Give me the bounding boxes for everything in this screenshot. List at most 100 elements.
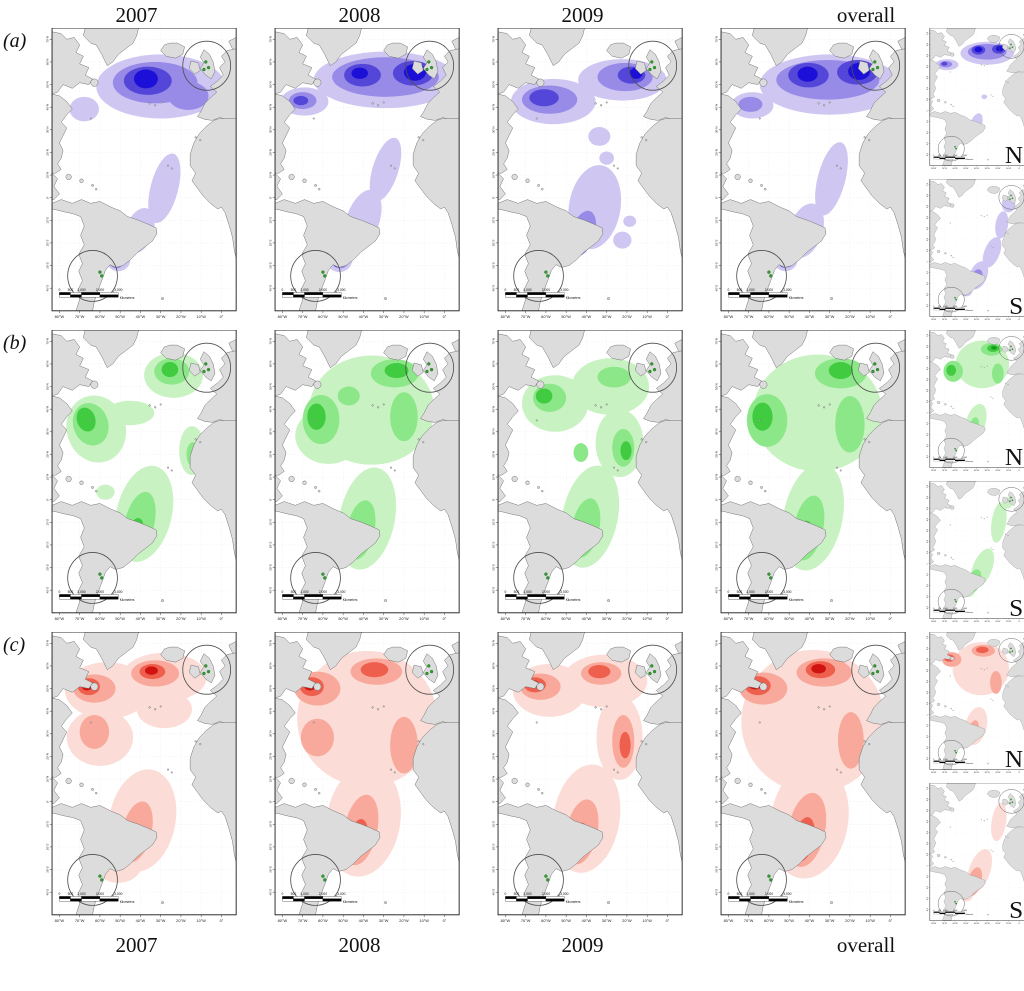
svg-text:20°W: 20°W — [176, 616, 186, 621]
svg-text:20°N: 20°N — [927, 87, 929, 90]
svg-text:Kilometers: Kilometers — [120, 296, 135, 300]
svg-text:80°W: 80°W — [278, 314, 288, 319]
svg-text:40°N: 40°N — [927, 820, 929, 823]
svg-text:80°W: 80°W — [55, 314, 65, 319]
svg-text:60°W: 60°W — [953, 470, 958, 472]
row-label-a: (a) — [3, 30, 27, 52]
svg-text:20°W: 20°W — [995, 168, 1000, 170]
svg-text:0°: 0° — [45, 195, 49, 199]
svg-text:10°S: 10°S — [268, 519, 272, 526]
svg-text:20°S: 20°S — [45, 844, 49, 851]
inset-column-b: 0 500 1,000 2,000 3,000 Kilometers 80°W 70°W 60°… — [924, 330, 1024, 626]
svg-text:10°N: 10°N — [714, 776, 718, 783]
svg-text:40°N: 40°N — [45, 104, 49, 111]
svg-text:Kilometers: Kilometers — [343, 598, 358, 602]
svg-text:60°N: 60°N — [491, 663, 495, 670]
svg-text:0°: 0° — [714, 195, 718, 199]
svg-text:80°W: 80°W — [931, 319, 936, 321]
svg-text:70°N: 70°N — [927, 485, 929, 488]
svg-text:20°S: 20°S — [927, 735, 929, 738]
svg-text:2,000: 2,000 — [96, 590, 104, 594]
svg-text:2,000: 2,000 — [953, 608, 957, 610]
svg-text:50°W: 50°W — [561, 918, 571, 923]
svg-text:2,000: 2,000 — [319, 288, 327, 292]
svg-text:10°N: 10°N — [491, 172, 495, 179]
svg-text:40°W: 40°W — [359, 616, 369, 621]
svg-text:500: 500 — [938, 155, 941, 157]
svg-text:500: 500 — [938, 910, 941, 912]
svg-text:60°W: 60°W — [318, 314, 328, 319]
svg-text:10°W: 10°W — [642, 314, 652, 319]
svg-text:60°N: 60°N — [927, 647, 929, 650]
svg-text:1,000: 1,000 — [943, 910, 947, 912]
svg-text:60°N: 60°N — [714, 59, 718, 66]
svg-text:0°: 0° — [491, 799, 495, 803]
svg-text:50°N: 50°N — [491, 685, 495, 692]
svg-text:30°S: 30°S — [268, 866, 272, 873]
svg-text:40°S: 40°S — [45, 587, 49, 594]
svg-text:0°: 0° — [443, 918, 447, 923]
svg-text:20°S: 20°S — [927, 282, 929, 285]
svg-text:10°S: 10°S — [491, 821, 495, 828]
row-label-b: (b) — [3, 332, 27, 354]
svg-text:40°S: 40°S — [714, 285, 718, 292]
top-header-2008: 2008 — [338, 3, 381, 27]
svg-text:50°W: 50°W — [338, 314, 348, 319]
svg-text:70°N: 70°N — [45, 640, 49, 647]
svg-text:10°W: 10°W — [642, 616, 652, 621]
svg-text:S: S — [1009, 897, 1023, 923]
svg-text:20°W: 20°W — [845, 314, 855, 319]
svg-text:20°S: 20°S — [491, 542, 495, 549]
svg-text:40°N: 40°N — [268, 406, 272, 413]
svg-text:40°W: 40°W — [974, 168, 979, 170]
svg-text:80°W: 80°W — [724, 314, 734, 319]
svg-text:0°: 0° — [220, 616, 224, 621]
top-header-row: 2007 2008 2009 overall — [0, 2, 1024, 26]
svg-text:50°N: 50°N — [927, 658, 929, 661]
svg-text:50°W: 50°W — [115, 314, 125, 319]
svg-text:60°N: 60°N — [714, 663, 718, 670]
svg-text:2,000: 2,000 — [319, 892, 327, 896]
svg-text:30°W: 30°W — [985, 772, 990, 774]
svg-text:0°: 0° — [1018, 621, 1020, 623]
svg-text:500: 500 — [291, 590, 297, 594]
svg-text:30°N: 30°N — [45, 126, 49, 133]
svg-text:500: 500 — [68, 892, 74, 896]
svg-text:30°W: 30°W — [985, 923, 990, 925]
svg-text:500: 500 — [737, 590, 743, 594]
svg-text:60°N: 60°N — [927, 194, 929, 197]
inset-map-b-N: 0 500 1,000 2,000 3,000 Kilometers 80°W 70°W 60°… — [924, 330, 1024, 474]
bottom-header-overall: overall — [836, 933, 896, 957]
svg-text:40°N: 40°N — [927, 367, 929, 370]
svg-text:40°W: 40°W — [974, 470, 979, 472]
svg-text:10°W: 10°W — [1006, 168, 1011, 170]
svg-text:0°: 0° — [45, 497, 49, 501]
svg-text:80°W: 80°W — [724, 616, 734, 621]
svg-text:Kilometers: Kilometers — [789, 900, 804, 904]
svg-text:1,000: 1,000 — [746, 590, 754, 594]
svg-text:Kilometers: Kilometers — [566, 296, 581, 300]
svg-text:10°N: 10°N — [927, 853, 929, 856]
svg-text:20°W: 20°W — [995, 772, 1000, 774]
svg-text:500: 500 — [938, 759, 941, 761]
map-row-c: (c) 0 500 1,000 2,000 3,000 Kilometers 80°W 70°W… — [0, 632, 1024, 928]
svg-text:500: 500 — [291, 288, 297, 292]
svg-text:30°S: 30°S — [491, 564, 495, 571]
svg-text:50°W: 50°W — [338, 918, 348, 923]
svg-text:1,000: 1,000 — [943, 457, 947, 459]
svg-text:0: 0 — [727, 892, 729, 896]
svg-text:30°S: 30°S — [45, 564, 49, 571]
svg-text:30°W: 30°W — [602, 314, 612, 319]
svg-text:2,000: 2,000 — [765, 892, 773, 896]
svg-text:500: 500 — [291, 892, 297, 896]
svg-text:20°W: 20°W — [176, 314, 186, 319]
svg-text:10°S: 10°S — [927, 724, 929, 727]
svg-text:50°W: 50°W — [963, 772, 968, 774]
svg-text:80°W: 80°W — [931, 168, 936, 170]
svg-text:30°W: 30°W — [825, 918, 835, 923]
svg-text:20°W: 20°W — [995, 923, 1000, 925]
svg-text:1,000: 1,000 — [300, 288, 308, 292]
inset-map-c-S: 0 500 1,000 2,000 3,000 Kilometers 80°W 70°W 60°… — [924, 783, 1024, 927]
svg-text:20°N: 20°N — [714, 149, 718, 156]
svg-text:30°N: 30°N — [491, 126, 495, 133]
